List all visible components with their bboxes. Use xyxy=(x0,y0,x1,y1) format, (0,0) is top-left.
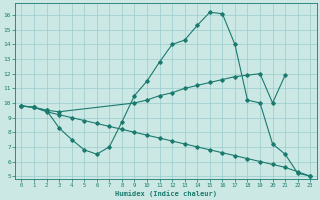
X-axis label: Humidex (Indice chaleur): Humidex (Indice chaleur) xyxy=(115,190,217,197)
